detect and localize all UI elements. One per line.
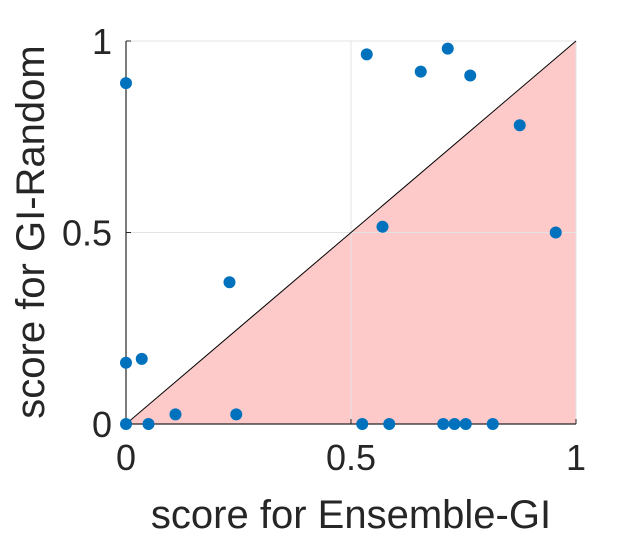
data-point [356,418,369,430]
data-point [448,418,461,430]
data-point [223,276,236,289]
data-point [360,48,373,61]
data-point [383,418,396,430]
y-tick-label: 0.5 [62,213,112,254]
data-point [142,418,155,430]
y-tick-labels: 0 0.5 1 [62,21,112,445]
y-axis-label: score for GI-Random [9,45,53,418]
data-point [376,220,389,233]
data-point [120,418,132,430]
data-point [437,418,450,430]
data-point [441,42,454,55]
data-point [549,226,562,239]
plot-area [120,40,577,430]
data-points [120,42,562,430]
data-point [414,65,427,78]
x-tick-labels: 0 0.5 1 [116,437,586,478]
x-tick-label: 0 [116,437,136,478]
data-point [464,69,477,82]
x-tick-label: 0.5 [326,437,376,478]
data-point [169,408,182,421]
data-point [120,77,132,90]
y-tick-label: 0 [92,404,112,445]
data-point [486,418,499,430]
x-axis-label: score for Ensemble-GI [151,493,551,537]
diagonal-line [125,40,577,425]
data-point [120,356,132,369]
data-point [230,408,243,421]
y-tick-label: 1 [92,21,112,62]
data-point [513,119,526,132]
data-point [459,418,472,430]
data-point [135,352,148,365]
x-tick-label: 1 [566,437,586,478]
